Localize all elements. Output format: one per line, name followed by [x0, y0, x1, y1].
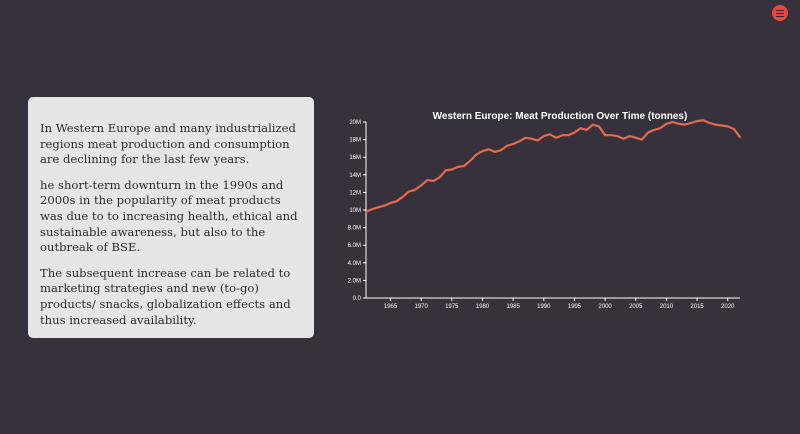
- series-line: [364, 119, 742, 213]
- y-tick-label: 18M: [349, 138, 361, 144]
- text-card: In Western Europe and many industrialize…: [28, 97, 314, 338]
- x-tick-label: 2015: [690, 304, 704, 310]
- text-paragraph-2: he short-term downturn in the 1990s and …: [40, 177, 298, 255]
- y-tick-label: 16M: [349, 155, 361, 161]
- y-tick-label: 6.0M: [348, 243, 361, 249]
- x-tick-label: 1995: [568, 304, 582, 310]
- hamburger-menu-icon-bar: [776, 12, 784, 14]
- hamburger-menu-icon-bar: [776, 15, 784, 17]
- y-axis: 0.0 2.0M 4.0M 6.0M 8.0M 10M 12M 14M 16M 18M 20M: [348, 120, 367, 302]
- x-tick-label: 1975: [445, 304, 459, 310]
- hamburger-menu-icon: [776, 9, 784, 11]
- text-paragraph-1: In Western Europe and many industrialize…: [40, 121, 296, 167]
- x-tick-label: 1985: [506, 304, 520, 310]
- x-tick-label: 1980: [476, 304, 490, 310]
- y-tick-label: 14M: [349, 173, 361, 179]
- y-tick-label: 12M: [349, 190, 361, 196]
- x-tick-label: 2020: [721, 304, 735, 310]
- x-tick-label: 1970: [415, 304, 429, 310]
- line-chart: Western Europe: Meat Production Over Tim…: [348, 111, 742, 310]
- y-tick-label: 10M: [349, 208, 361, 214]
- x-tick-label: 2005: [629, 304, 643, 310]
- chart-title: Western Europe: Meat Production Over Tim…: [433, 111, 688, 122]
- x-tick-label: 2000: [598, 304, 612, 310]
- y-tick-label: 4.0M: [348, 261, 361, 267]
- x-axis: 1965 1970 1975 1980 1985 1990 1995 2000 2005 2010…: [366, 297, 740, 310]
- y-tick-label: 20M: [349, 120, 361, 126]
- y-tick-label: 2.0M: [348, 278, 361, 284]
- x-tick-label: 1965: [384, 304, 398, 310]
- y-tick-label: 8.0M: [348, 226, 361, 232]
- x-tick-label: 2010: [660, 304, 674, 310]
- text-paragraph-3: The subsequent increase can be related t…: [40, 265, 291, 327]
- menu-button[interactable]: [772, 5, 788, 21]
- x-tick-label: 1990: [537, 304, 551, 310]
- y-tick-label: 0.0: [353, 296, 362, 302]
